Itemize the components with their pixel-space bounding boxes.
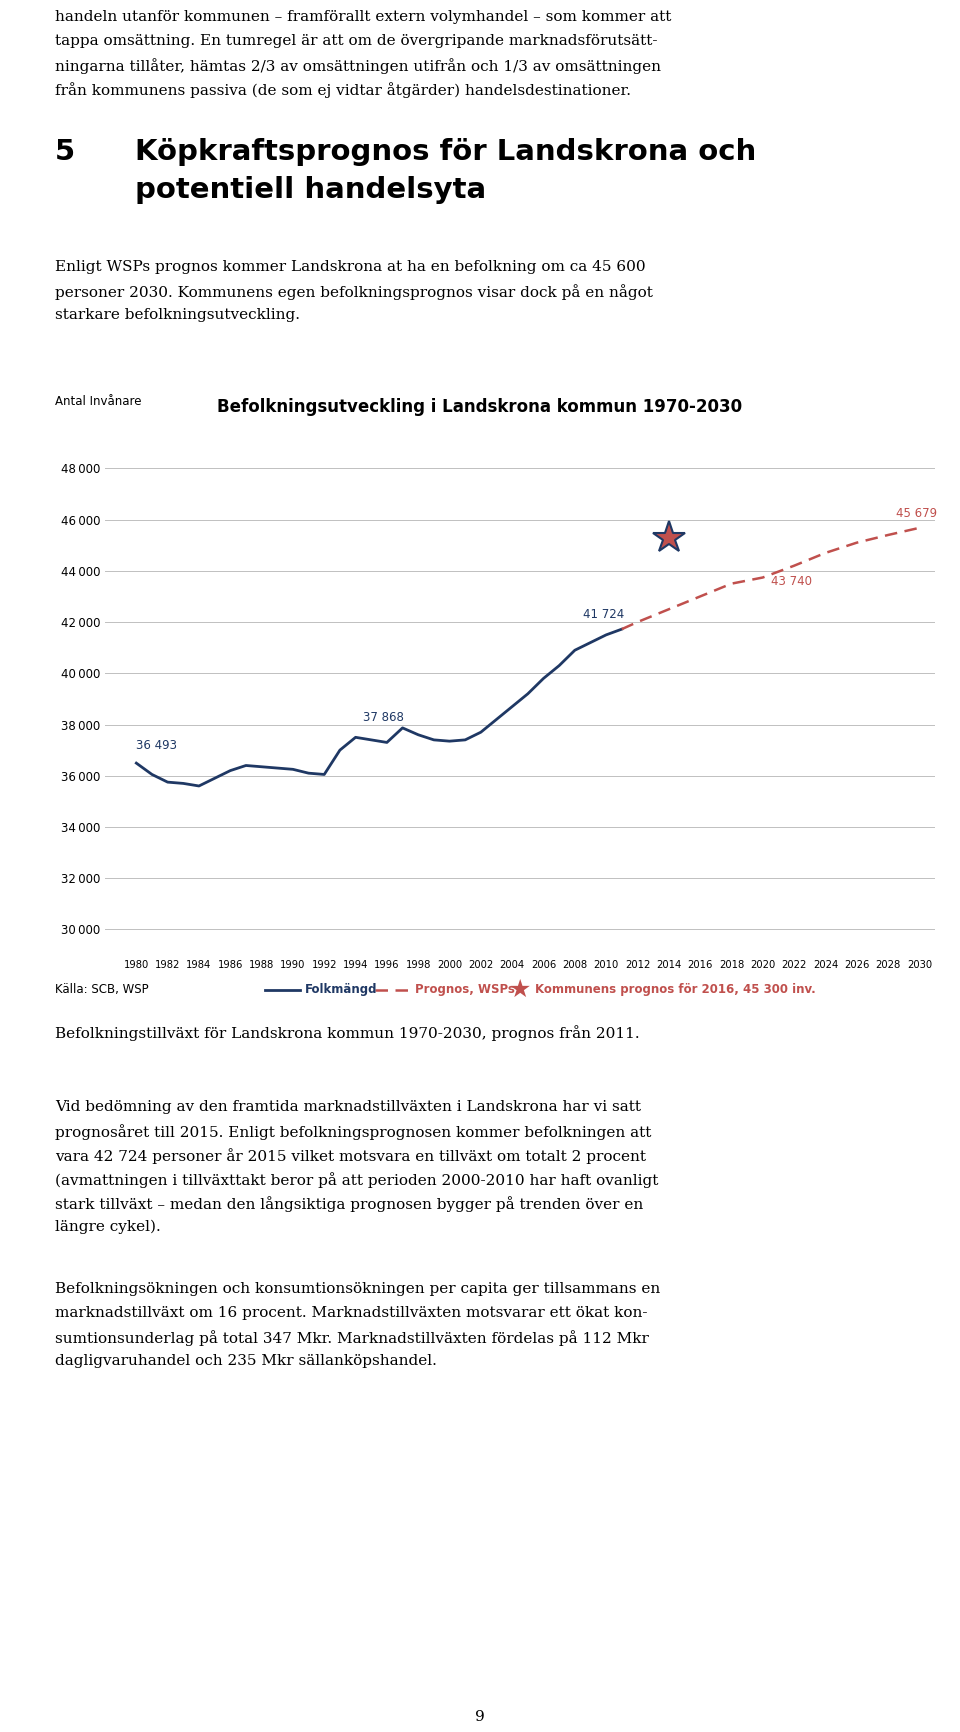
Text: längre cykel).: längre cykel).	[55, 1219, 160, 1235]
Text: Antal Invånare: Antal Invånare	[55, 395, 141, 409]
Text: 41 724: 41 724	[583, 608, 624, 622]
Text: marknadstillväxt om 16 procent. Marknadstillväxten motsvarar ett ökat kon-: marknadstillväxt om 16 procent. Marknads…	[55, 1306, 647, 1320]
Text: 5: 5	[55, 139, 75, 166]
Text: stark tillväxt – medan den långsiktiga prognosen bygger på trenden över en: stark tillväxt – medan den långsiktiga p…	[55, 1197, 643, 1212]
Text: Vid bedömning av den framtida marknadstillväxten i Landskrona har vi satt: Vid bedömning av den framtida marknadsti…	[55, 1100, 641, 1114]
Text: Kommunens prognos för 2016, 45 300 inv.: Kommunens prognos för 2016, 45 300 inv.	[535, 984, 816, 996]
Text: potentiell handelsyta: potentiell handelsyta	[135, 177, 486, 204]
Text: handeln utanför kommunen – framförallt extern volymhandel – som kommer att: handeln utanför kommunen – framförallt e…	[55, 10, 671, 24]
Text: sumtionsunderlag på total 347 Mkr. Marknadstillväxten fördelas på 112 Mkr: sumtionsunderlag på total 347 Mkr. Markn…	[55, 1330, 649, 1346]
Text: 43 740: 43 740	[771, 575, 811, 587]
Text: 36 493: 36 493	[136, 740, 178, 752]
Text: tappa omsättning. En tumregel är att om de övergripande marknadsförutsätt-: tappa omsättning. En tumregel är att om …	[55, 35, 658, 48]
Text: starkare befolkningsutveckling.: starkare befolkningsutveckling.	[55, 308, 300, 322]
Text: från kommunens passiva (de som ej vidtar åtgärder) handelsdestinationer.: från kommunens passiva (de som ej vidtar…	[55, 81, 631, 99]
Text: personer 2030. Kommunens egen befolkningsprognos visar dock på en något: personer 2030. Kommunens egen befolkning…	[55, 284, 653, 300]
Text: Köpkraftsprognos för Landskrona och: Köpkraftsprognos för Landskrona och	[135, 139, 756, 166]
Text: ★: ★	[509, 979, 531, 1003]
Text: dagligvaruhandel och 235 Mkr sällanköpshandel.: dagligvaruhandel och 235 Mkr sällanköpsh…	[55, 1354, 437, 1368]
Text: 37 868: 37 868	[364, 710, 404, 724]
Text: vara 42 724 personer år 2015 vilket motsvara en tillväxt om totalt 2 procent: vara 42 724 personer år 2015 vilket mots…	[55, 1148, 646, 1164]
Text: Enligt WSPs prognos kommer Landskrona at ha en befolkning om ca 45 600: Enligt WSPs prognos kommer Landskrona at…	[55, 260, 646, 274]
Text: 45 679: 45 679	[896, 507, 937, 520]
Text: Källa: SCB, WSP: Källa: SCB, WSP	[55, 984, 149, 996]
Text: 9: 9	[475, 1709, 485, 1723]
Text: ningarna tillåter, hämtas 2/3 av omsättningen utifrån och 1/3 av omsättningen: ningarna tillåter, hämtas 2/3 av omsättn…	[55, 57, 661, 74]
Text: Befolkningstillväxt för Landskrona kommun 1970-2030, prognos från 2011.: Befolkningstillväxt för Landskrona kommu…	[55, 1025, 639, 1041]
Text: Folkmängd: Folkmängd	[305, 984, 377, 996]
Text: Befolkningsökningen och konsumtionsökningen per capita ger tillsammans en: Befolkningsökningen och konsumtionsöknin…	[55, 1282, 660, 1296]
Text: Befolkningsutveckling i Landskrona kommun 1970-2030: Befolkningsutveckling i Landskrona kommu…	[217, 398, 743, 416]
Text: Prognos, WSPs: Prognos, WSPs	[415, 984, 515, 996]
Text: (avmattningen i tillväxttakt beror på att perioden 2000-2010 har haft ovanligt: (avmattningen i tillväxttakt beror på at…	[55, 1173, 659, 1188]
Text: prognosåret till 2015. Enligt befolkningsprognosen kommer befolkningen att: prognosåret till 2015. Enligt befolkning…	[55, 1124, 652, 1140]
